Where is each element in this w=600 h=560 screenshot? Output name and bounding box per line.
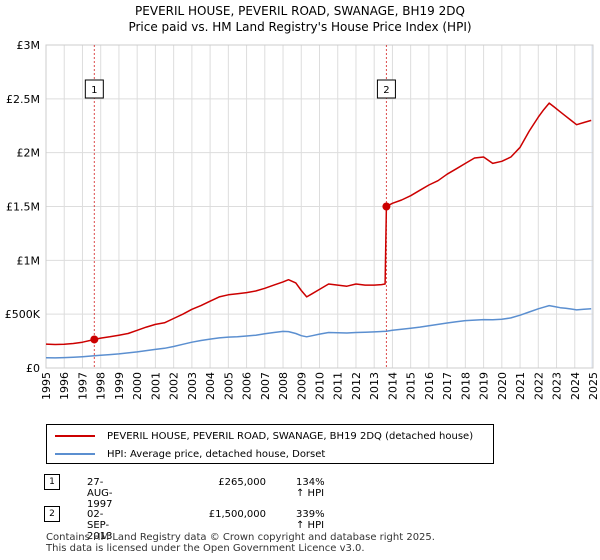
sale-hpi-change: 134% ↑ HPI xyxy=(296,477,325,499)
x-tick-label: 2024 xyxy=(569,372,582,400)
legend-label-property: PEVERIL HOUSE, PEVERIL ROAD, SWANAGE, BH… xyxy=(107,430,474,442)
legend-swatch-property xyxy=(55,435,95,437)
x-tick-label: 2009 xyxy=(295,372,308,400)
series-line-property xyxy=(45,102,592,346)
x-tick-label: 2004 xyxy=(204,372,217,400)
x-tick-label: 1997 xyxy=(76,372,89,400)
x-tick-label: 2006 xyxy=(241,372,254,400)
sale-date: 02-SEP-2013 xyxy=(87,509,113,542)
sale-badge: 1 xyxy=(44,474,60,490)
footer-copyright: Contains HM Land Registry data © Crown c… xyxy=(46,532,435,543)
chart-title: PEVERIL HOUSE, PEVERIL ROAD, SWANAGE, BH… xyxy=(135,4,465,18)
x-tick-label: 1999 xyxy=(113,372,126,400)
y-tick-label: £0 xyxy=(26,362,40,375)
x-tick-label: 2023 xyxy=(551,372,564,400)
x-tick-label: 2025 xyxy=(587,372,600,400)
x-tick-label: 2003 xyxy=(186,372,199,400)
y-tick-label: £2M xyxy=(17,147,41,160)
x-tick-label: 2010 xyxy=(314,372,327,400)
x-tick-label: 2002 xyxy=(168,372,181,400)
price-chart: £0 £500K £1M £1.5M £2M £2.5M £3M 1995 1996 1997 19… xyxy=(5,39,600,400)
x-tick-label: 1998 xyxy=(95,372,108,400)
sale-badge: 2 xyxy=(44,506,60,522)
x-tick-label: 2005 xyxy=(222,372,235,400)
x-tick-label: 2007 xyxy=(259,372,272,400)
y-tick-label: £3M xyxy=(17,39,41,52)
sale-price: £1,500,000 xyxy=(208,509,266,520)
y-tick-label: £500K xyxy=(5,308,41,321)
sale-marker-label: 1 xyxy=(91,85,97,96)
x-tick-label: 2015 xyxy=(405,372,418,400)
x-tick-label: 2013 xyxy=(368,372,381,400)
x-tick-label: 2020 xyxy=(496,372,509,400)
sale-marker-box xyxy=(376,79,396,99)
chart-subtitle: Price paid vs. HM Land Registry's House … xyxy=(128,20,472,34)
x-tick-label: 1995 xyxy=(40,372,53,400)
x-tick-label: 2001 xyxy=(149,372,162,400)
sale-date: 27-AUG-1997 xyxy=(87,477,113,510)
x-tick-label: 1996 xyxy=(58,372,71,400)
legend-item-hpi: HPI: Average price, detached house, Dors… xyxy=(55,446,325,462)
sale-marker-box xyxy=(84,79,104,99)
x-tick-label: 2017 xyxy=(441,372,454,400)
x-tick-label: 2011 xyxy=(332,372,345,400)
sale-hpi-change: 339% ↑ HPI xyxy=(296,509,325,531)
sale-price: £265,000 xyxy=(218,477,266,488)
x-tick-label: 2000 xyxy=(131,372,144,400)
x-tick-label: 2012 xyxy=(350,372,363,400)
sale-point xyxy=(90,335,99,344)
x-tick-label: 2021 xyxy=(514,372,527,400)
series-line-hpi xyxy=(45,304,592,359)
x-tick-label: 2008 xyxy=(277,372,290,400)
y-tick-label: £2.5M xyxy=(6,93,40,106)
legend-swatch-hpi xyxy=(55,453,95,455)
legend-label-hpi: HPI: Average price, detached house, Dors… xyxy=(107,448,326,460)
sale-marker-label: 2 xyxy=(383,85,389,96)
legend-item-property: PEVERIL HOUSE, PEVERIL ROAD, SWANAGE, BH… xyxy=(55,428,473,444)
x-tick-label: 2019 xyxy=(478,372,491,400)
x-tick-label: 2016 xyxy=(423,372,436,400)
x-tick-label: 2018 xyxy=(459,372,472,400)
x-tick-label: 2022 xyxy=(532,372,545,400)
y-tick-label: £1.5M xyxy=(6,201,40,214)
y-tick-label: £1M xyxy=(17,254,41,267)
sale-point xyxy=(382,202,391,211)
x-tick-label: 2014 xyxy=(386,372,399,400)
footer-licence: This data is licensed under the Open Gov… xyxy=(46,543,365,554)
chart-legend: PEVERIL HOUSE, PEVERIL ROAD, SWANAGE, BH… xyxy=(46,424,494,464)
plot-border xyxy=(45,44,594,369)
